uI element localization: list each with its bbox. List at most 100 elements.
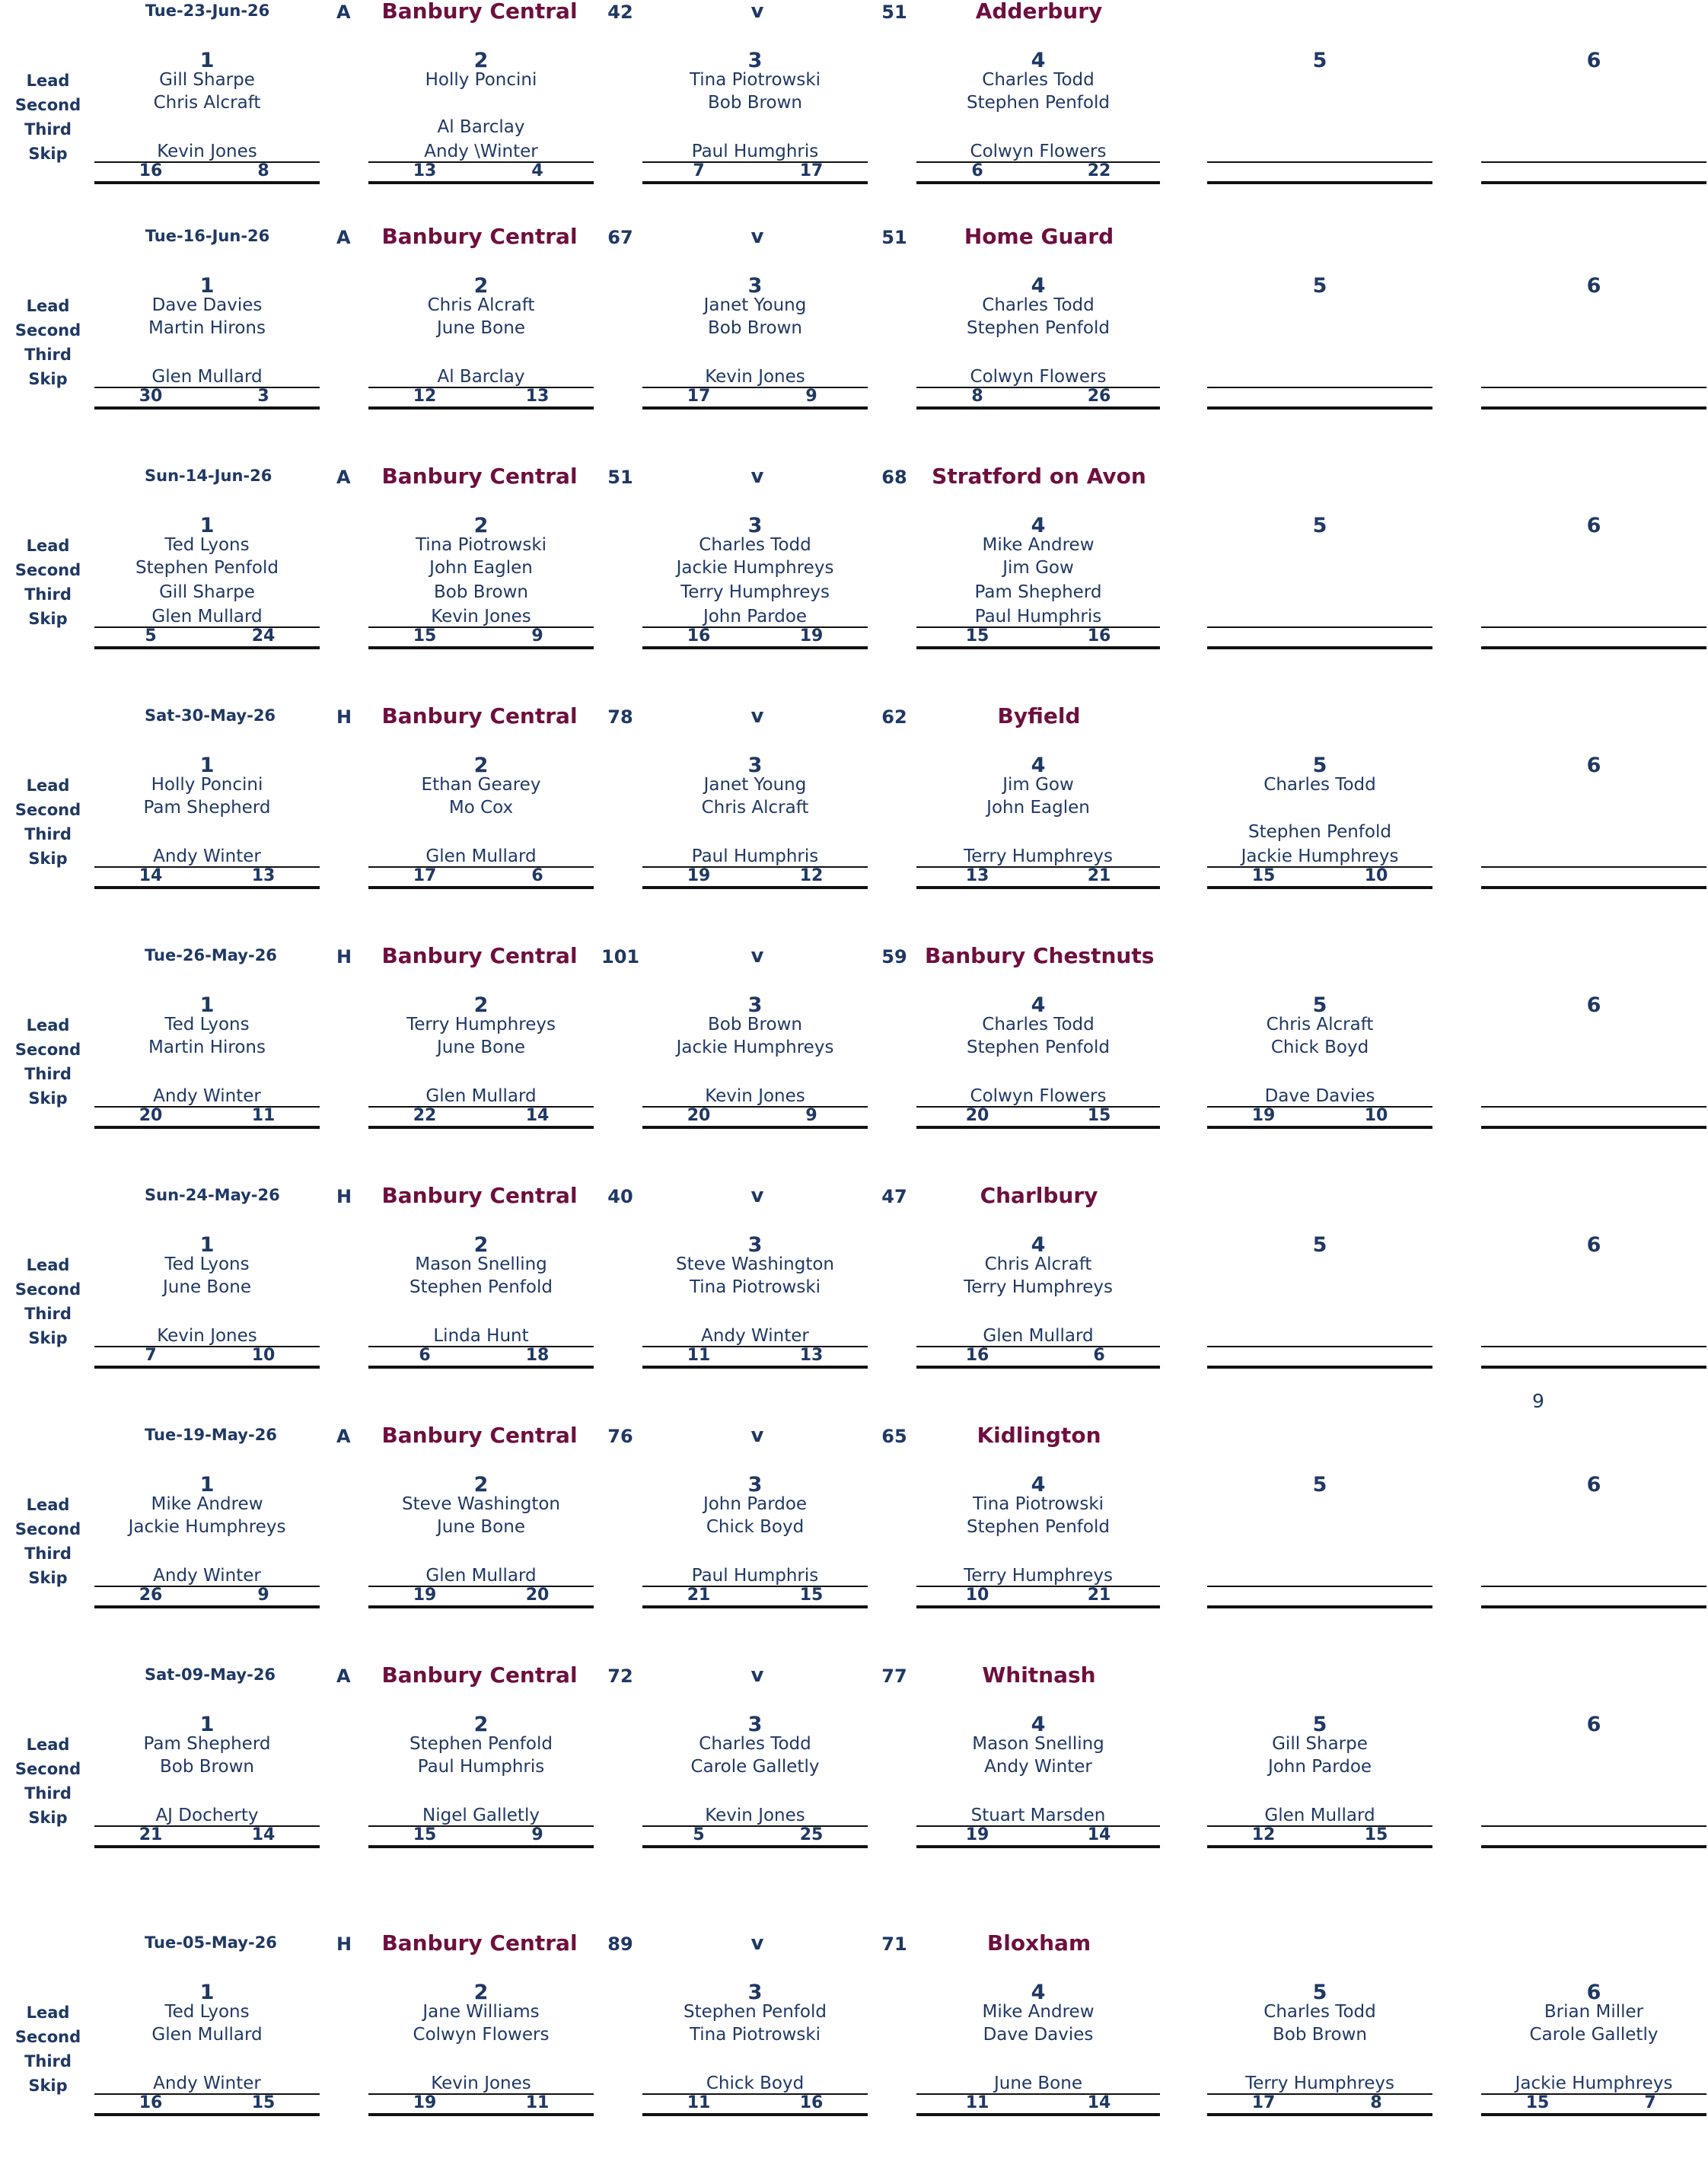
away-team-name: Stratford on Avon <box>932 464 1146 489</box>
rink-score-against: 26 <box>1087 387 1111 406</box>
rink-3: 3 Janet Young Chris Alcraft Paul Humphris 19… <box>642 751 868 889</box>
match-date: Sun-14-Jun-26 <box>145 467 272 485</box>
skip-player-name: Glen Mullard <box>151 607 263 626</box>
rink-bottom-rule <box>1481 886 1706 889</box>
second-player-name: Tina Piotrowski <box>689 1277 821 1297</box>
home-team-name: Banbury Central <box>381 1930 578 1956</box>
rink-score-against: 14 <box>1087 1825 1111 1844</box>
position-label-third: Third <box>24 120 72 139</box>
lead-player-name: Holly Poncini <box>151 775 263 795</box>
rink-bottom-rule <box>1207 1126 1432 1129</box>
away-team-name: Charlbury <box>980 1183 1098 1208</box>
versus-label: v <box>750 1664 764 1687</box>
rink-number: 6 <box>1586 274 1601 298</box>
match-block: Sat-09-May-26 A Banbury Central 72 v 77 Whitna… <box>0 1662 1708 1906</box>
second-player-name: Jackie Humphreys <box>128 1517 286 1537</box>
skip-player-name: Paul Humghris <box>691 142 819 161</box>
match-date: Tue-19-May-26 <box>145 1426 277 1444</box>
away-team-name: Home Guard <box>964 224 1114 249</box>
rink-number: 4 <box>1031 49 1046 72</box>
venue-code: A <box>336 227 351 248</box>
rink-score-against: 20 <box>525 1586 550 1605</box>
rink-bottom-rule <box>94 646 320 649</box>
away-total-score: 59 <box>881 946 907 967</box>
score-divider-line <box>368 161 594 163</box>
away-total-score: 68 <box>881 467 907 488</box>
away-total-score: 47 <box>881 1186 907 1207</box>
rink-bottom-rule <box>1207 646 1432 649</box>
skip-player-name: Al Barclay <box>437 367 525 387</box>
position-label-lead: Lead <box>26 537 70 555</box>
away-team-name: Bloxham <box>986 1930 1091 1956</box>
lead-player-name: Ted Lyons <box>164 535 250 555</box>
score-divider-line <box>94 2093 320 2095</box>
rink-bottom-rule <box>642 2113 868 2116</box>
lead-player-name: Mike Andrew <box>151 1494 263 1514</box>
venue-code: H <box>336 1186 352 1207</box>
rink-score-for: 11 <box>687 2093 711 2112</box>
position-label-lead: Lead <box>26 776 70 795</box>
rink-bottom-rule <box>1481 1126 1706 1129</box>
lead-player-name: Mike Andrew <box>982 2002 1095 2022</box>
rink-score-for: 20 <box>965 1106 989 1125</box>
rink-number: 3 <box>747 274 763 298</box>
rink-number: 5 <box>1312 1981 1327 2004</box>
score-divider-line <box>368 1106 594 1108</box>
rink-number: 2 <box>473 514 489 537</box>
rink-score-for: 22 <box>413 1106 437 1125</box>
skip-player-name: Andy Winter <box>153 1566 261 1586</box>
rink-5: 5 <box>1207 1470 1432 1608</box>
lead-player-name: Brian Miller <box>1544 2002 1644 2022</box>
skip-player-name: Glen Mullard <box>425 846 537 866</box>
rink-score-for: 6 <box>419 1346 431 1365</box>
rink-bottom-rule <box>94 2113 320 2116</box>
versus-label: v <box>750 1932 764 1955</box>
away-team-name: Kidlington <box>977 1423 1101 1448</box>
rink-number: 3 <box>747 1713 763 1736</box>
rink-score-for: 19 <box>413 2093 437 2112</box>
lead-player-name: Ted Lyons <box>164 2002 250 2022</box>
rink-score-for: 6 <box>971 161 983 180</box>
score-divider-line <box>1207 626 1432 628</box>
rink-score-for: 20 <box>687 1106 711 1125</box>
rink-score-for: 10 <box>965 1586 989 1605</box>
score-divider-line <box>94 1346 320 1347</box>
position-label-skip: Skip <box>28 850 68 868</box>
venue-code: A <box>336 2 351 23</box>
score-divider-line <box>94 1586 320 1587</box>
lead-player-name: Ethan Gearey <box>421 775 541 795</box>
rink-score-for: 19 <box>1251 1106 1276 1125</box>
score-divider-line <box>368 1346 594 1347</box>
versus-label: v <box>750 1184 764 1207</box>
rink-5: 5 <box>1207 1230 1432 1369</box>
rink-bottom-rule <box>94 1366 320 1369</box>
rink-bottom-rule <box>642 886 868 889</box>
rink-score-for: 17 <box>687 387 711 406</box>
rink-4: 4 Charles Todd Stephen Penfold Colwyn Flowe… <box>916 990 1160 1129</box>
rink-bottom-rule <box>368 886 594 889</box>
rink-score-against: 19 <box>799 626 824 646</box>
rink-score-against: 9 <box>531 626 543 646</box>
rink-score-for: 26 <box>139 1586 163 1605</box>
lead-player-name: Gill Sharpe <box>1272 1734 1368 1754</box>
rink-score-for: 15 <box>1251 866 1276 885</box>
third-player-name: Pam Shepherd <box>974 582 1102 602</box>
rink-6: 6 <box>1481 990 1706 1129</box>
score-divider-line <box>1207 161 1432 163</box>
second-player-name: Stephen Penfold <box>967 318 1110 338</box>
away-total-score: 51 <box>881 227 907 248</box>
position-label-second: Second <box>14 1041 81 1059</box>
rink-5: 5 Charles Todd Stephen Penfold Jackie Humph… <box>1207 751 1432 889</box>
position-label-second: Second <box>14 1760 81 1778</box>
lead-player-name: Chris Alcraft <box>427 295 535 315</box>
rink-3: 3 Charles Todd Carole Galletly Kevin Jones 5… <box>642 1710 868 1848</box>
second-player-name: Carole Galletly <box>1529 2025 1659 2045</box>
match-date: Tue-26-May-26 <box>145 946 277 964</box>
rink-score-against: 6 <box>1093 1346 1105 1365</box>
rink-score-against: 15 <box>251 2093 276 2112</box>
rink-score-against: 9 <box>805 387 817 406</box>
second-player-name: June Bone <box>437 1517 525 1537</box>
lead-player-name: John Pardoe <box>703 1494 808 1514</box>
score-divider-line <box>642 161 868 163</box>
rink-bottom-rule <box>94 1845 320 1848</box>
